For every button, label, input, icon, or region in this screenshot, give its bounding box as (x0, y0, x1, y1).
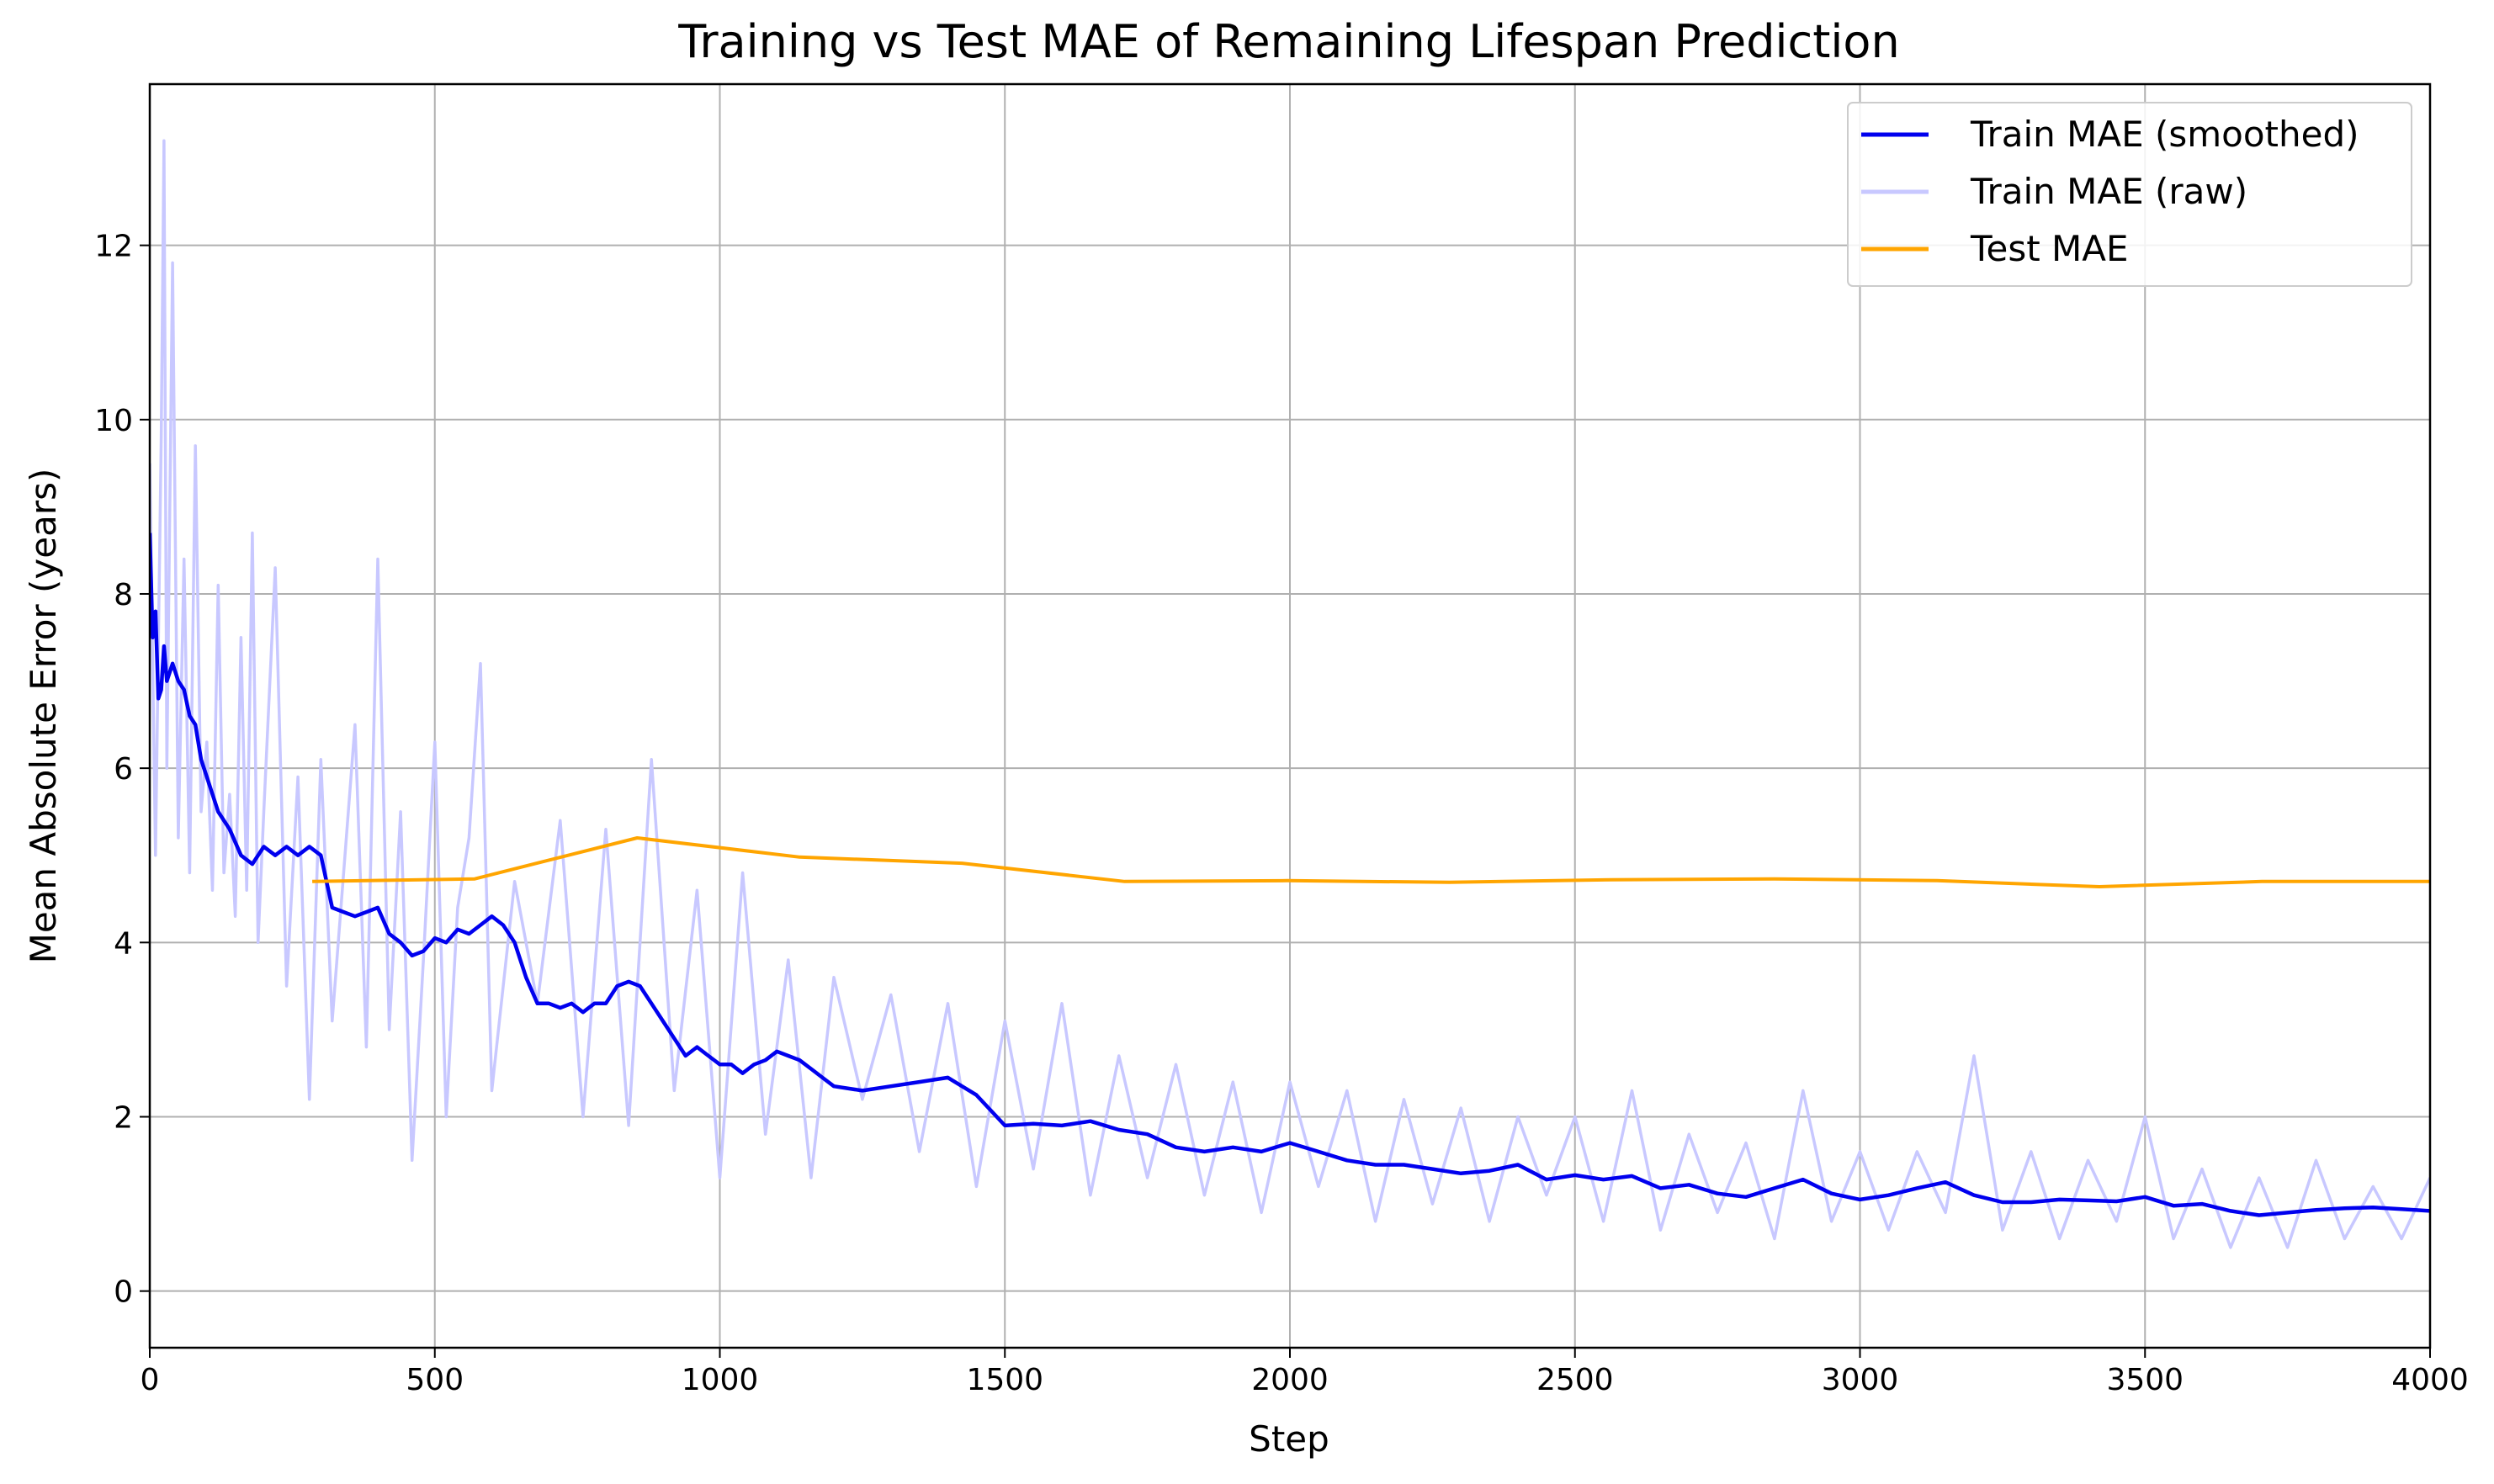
y-tick-label: 2 (114, 1100, 133, 1135)
x-axis-label: Step (1249, 1418, 1329, 1460)
x-tick-label: 1000 (682, 1363, 759, 1397)
train-mae-raw-line (150, 139, 2430, 1249)
chart-title: Training vs Test MAE of Remaining Lifesp… (677, 15, 1899, 68)
legend-label-train-raw: Train MAE (raw) (1970, 171, 2247, 212)
legend-label-train-smoothed: Train MAE (smoothed) (1970, 114, 2359, 155)
x-axis-ticks: 0 500 1000 1500 2000 2500 3000 3500 4000 (141, 1348, 2469, 1397)
y-axis-ticks: 0 2 4 6 8 10 12 (94, 230, 150, 1310)
x-tick-label: 2500 (1536, 1363, 1614, 1397)
legend-label-test: Test MAE (1970, 228, 2129, 269)
x-tick-label: 1500 (966, 1363, 1043, 1397)
y-tick-label: 6 (114, 752, 133, 787)
y-tick-label: 12 (94, 230, 133, 264)
y-tick-label: 10 (94, 404, 133, 438)
legend: Train MAE (smoothed) Train MAE (raw) Tes… (1847, 102, 2412, 287)
x-tick-label: 3000 (1822, 1363, 1899, 1397)
y-tick-label: 0 (114, 1275, 133, 1310)
grid-lines (149, 84, 2431, 1348)
x-tick-label: 3500 (2106, 1363, 2184, 1397)
y-axis-label: Mean Absolute Error (years) (23, 469, 64, 964)
y-tick-label: 4 (114, 926, 133, 961)
plot-area: 0 500 1000 1500 2000 2500 3000 3500 4000 0 2 4 6 8 10… (94, 82, 2469, 1397)
test-mae-line (312, 836, 2430, 888)
legend-box (1847, 102, 2412, 287)
train-mae-smoothed-line (150, 533, 2430, 1217)
x-tick-label: 4000 (2391, 1363, 2469, 1397)
series-layer (150, 139, 2430, 1249)
x-tick-label: 2000 (1251, 1363, 1329, 1397)
x-tick-label: 500 (406, 1363, 464, 1397)
y-tick-label: 8 (114, 578, 133, 612)
x-tick-label: 0 (141, 1363, 160, 1397)
